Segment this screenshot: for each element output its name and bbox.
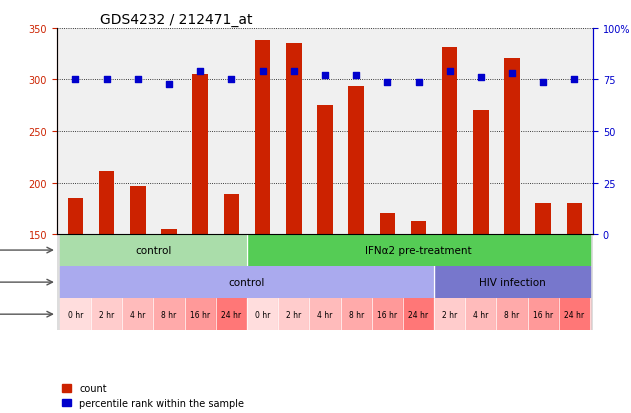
Point bbox=[445, 69, 455, 76]
Text: 8 hr: 8 hr bbox=[504, 310, 520, 319]
Bar bbox=[434, 266, 590, 299]
Bar bbox=[317, 106, 333, 389]
Bar bbox=[223, 195, 239, 389]
Point bbox=[289, 69, 299, 76]
Point bbox=[102, 77, 112, 83]
Point bbox=[257, 69, 268, 76]
Point bbox=[195, 69, 205, 76]
Point bbox=[538, 79, 548, 85]
Bar bbox=[99, 172, 114, 389]
Bar bbox=[434, 299, 465, 330]
Bar bbox=[567, 204, 582, 389]
Bar bbox=[255, 41, 271, 389]
Text: 4 hr: 4 hr bbox=[130, 310, 146, 319]
Bar bbox=[536, 204, 551, 389]
Text: 8 hr: 8 hr bbox=[162, 310, 177, 319]
Bar bbox=[497, 299, 528, 330]
Bar bbox=[309, 299, 341, 330]
Point bbox=[507, 71, 517, 78]
Text: HIV infection: HIV infection bbox=[479, 278, 545, 287]
Bar bbox=[153, 299, 185, 330]
Bar bbox=[341, 299, 372, 330]
Bar bbox=[372, 299, 403, 330]
Point bbox=[320, 73, 330, 79]
Bar bbox=[379, 214, 395, 389]
Legend: count, percentile rank within the sample: count, percentile rank within the sample bbox=[62, 383, 244, 408]
Text: 2 hr: 2 hr bbox=[286, 310, 302, 319]
Bar bbox=[247, 299, 278, 330]
Bar bbox=[411, 221, 427, 389]
Bar bbox=[465, 299, 497, 330]
Bar bbox=[504, 59, 520, 389]
Text: 8 hr: 8 hr bbox=[348, 310, 364, 319]
Text: GDS4232 / 212471_at: GDS4232 / 212471_at bbox=[100, 12, 252, 26]
Text: IFNα2 pre-treatment: IFNα2 pre-treatment bbox=[365, 245, 472, 256]
Bar bbox=[403, 299, 434, 330]
Bar bbox=[348, 86, 364, 389]
Bar bbox=[278, 299, 309, 330]
Bar bbox=[247, 235, 590, 266]
Point bbox=[133, 77, 143, 83]
Bar bbox=[192, 75, 208, 389]
Text: 16 hr: 16 hr bbox=[377, 310, 398, 319]
Bar bbox=[286, 44, 302, 389]
Text: 2 hr: 2 hr bbox=[442, 310, 457, 319]
Bar bbox=[185, 299, 216, 330]
Text: 0 hr: 0 hr bbox=[255, 310, 270, 319]
Bar bbox=[162, 229, 177, 389]
Text: 4 hr: 4 hr bbox=[473, 310, 488, 319]
Bar bbox=[122, 299, 153, 330]
Text: control: control bbox=[135, 245, 172, 256]
Point bbox=[413, 79, 423, 85]
Bar bbox=[60, 235, 247, 266]
Text: 16 hr: 16 hr bbox=[533, 310, 553, 319]
Text: 4 hr: 4 hr bbox=[317, 310, 333, 319]
Bar bbox=[216, 299, 247, 330]
Bar bbox=[528, 299, 559, 330]
Point bbox=[164, 81, 174, 88]
Point bbox=[382, 79, 392, 85]
Bar bbox=[91, 299, 122, 330]
Point bbox=[476, 75, 486, 81]
Point bbox=[351, 73, 361, 79]
Point bbox=[569, 77, 579, 83]
Text: 24 hr: 24 hr bbox=[221, 310, 242, 319]
Text: 0 hr: 0 hr bbox=[68, 310, 83, 319]
Text: 24 hr: 24 hr bbox=[408, 310, 428, 319]
Bar bbox=[68, 199, 83, 389]
Bar bbox=[473, 111, 488, 389]
Text: 16 hr: 16 hr bbox=[190, 310, 210, 319]
Point bbox=[227, 77, 237, 83]
Text: control: control bbox=[229, 278, 265, 287]
Bar bbox=[559, 299, 590, 330]
Bar bbox=[60, 299, 91, 330]
Bar bbox=[442, 47, 457, 389]
Text: 2 hr: 2 hr bbox=[99, 310, 114, 319]
Text: 24 hr: 24 hr bbox=[564, 310, 584, 319]
Bar bbox=[60, 266, 434, 299]
Point bbox=[71, 77, 81, 83]
Bar bbox=[130, 186, 146, 389]
